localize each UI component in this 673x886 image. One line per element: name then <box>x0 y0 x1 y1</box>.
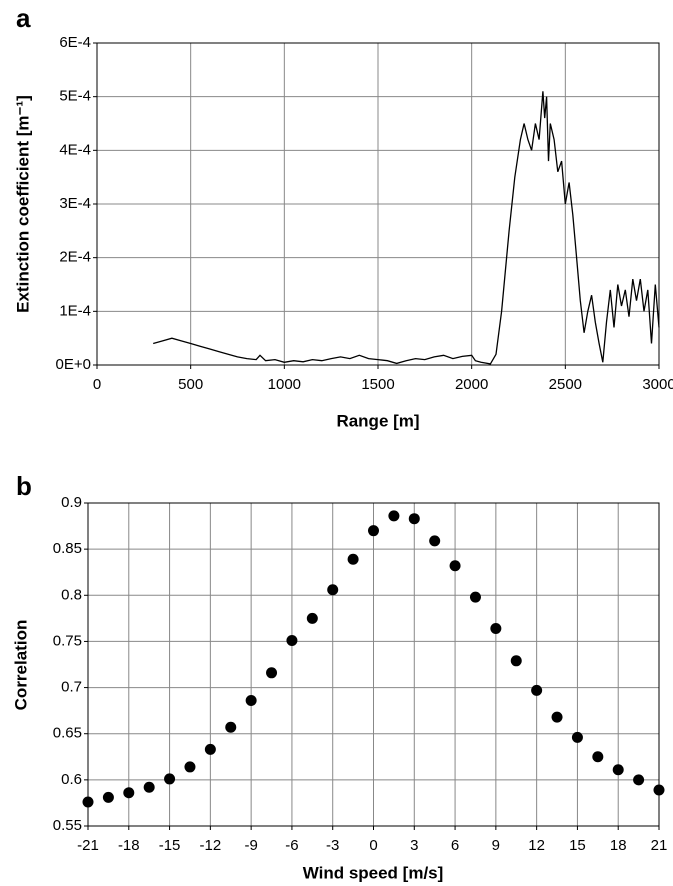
x-tick-label: 21 <box>651 837 668 854</box>
data-point <box>102 791 114 803</box>
x-tick-label: -12 <box>200 837 222 854</box>
y-tick-label: 6E-4 <box>59 34 91 51</box>
data-point <box>306 612 318 624</box>
data-point <box>551 711 563 723</box>
data-point <box>204 743 216 755</box>
data-point <box>347 553 359 565</box>
x-tick-label: -18 <box>118 837 140 854</box>
y-tick-label: 0.55 <box>53 817 82 834</box>
x-tick-label: 2500 <box>549 376 582 393</box>
y-tick-label: 1E-4 <box>59 302 91 319</box>
data-point <box>408 513 420 525</box>
x-tick-label: 1000 <box>268 376 301 393</box>
x-tick-label: 2000 <box>455 376 488 393</box>
plot-frame <box>87 502 660 827</box>
x-tick-label: -21 <box>77 837 99 854</box>
x-axis-label: Range [m] <box>336 411 419 430</box>
y-tick-label: 0.65 <box>53 725 82 742</box>
x-tick-label: -3 <box>326 837 339 854</box>
x-tick-label: 3 <box>410 837 418 854</box>
x-tick-label: 0 <box>93 376 101 393</box>
x-axis-label: Wind speed [m/s] <box>303 863 444 882</box>
data-point <box>225 721 237 733</box>
x-tick-label: 9 <box>492 837 500 854</box>
x-tick-label: 500 <box>178 376 203 393</box>
data-point <box>531 684 543 696</box>
data-point <box>633 774 645 786</box>
y-tick-label: 4E-4 <box>59 141 91 158</box>
data-point <box>123 787 135 799</box>
y-tick-label: 0.85 <box>53 540 82 557</box>
data-point <box>469 591 481 603</box>
x-tick-label: -9 <box>244 837 257 854</box>
plot-frame <box>96 42 660 366</box>
data-point <box>592 751 604 763</box>
data-point <box>143 781 155 793</box>
y-tick-label: 3E-4 <box>59 195 91 212</box>
y-tick-label: 0E+0 <box>56 356 91 373</box>
y-tick-label: 0.7 <box>61 679 82 696</box>
panel-label: a <box>16 3 31 33</box>
y-tick-label: 0.8 <box>61 586 82 603</box>
panel-label: b <box>16 471 32 501</box>
y-tick-label: 2E-4 <box>59 249 91 266</box>
data-point <box>388 510 400 522</box>
data-line <box>153 91 660 365</box>
y-axis-label: Extinction coefficient [m⁻¹] <box>13 95 32 313</box>
x-tick-label: -15 <box>159 837 181 854</box>
data-point <box>164 773 176 785</box>
data-point <box>571 731 583 743</box>
data-point <box>266 667 278 679</box>
data-point <box>245 694 257 706</box>
x-tick-label: 3000 <box>642 376 673 393</box>
data-point <box>82 796 94 808</box>
data-point <box>490 623 502 635</box>
data-point <box>653 784 665 796</box>
data-point <box>429 535 441 547</box>
y-tick-label: 0.75 <box>53 632 82 649</box>
x-tick-label: 1500 <box>361 376 394 393</box>
y-tick-label: 0.9 <box>61 494 82 511</box>
x-tick-label: 0 <box>369 837 377 854</box>
data-point <box>449 560 461 572</box>
data-point <box>612 764 624 776</box>
data-point <box>368 525 379 537</box>
x-tick-label: 12 <box>528 837 545 854</box>
y-axis-label: Correlation <box>11 620 30 711</box>
x-tick-label: 6 <box>451 837 459 854</box>
data-point <box>327 584 339 596</box>
y-tick-label: 0.6 <box>61 771 82 788</box>
data-point <box>510 655 522 667</box>
data-point <box>286 635 298 647</box>
x-tick-label: 15 <box>569 837 586 854</box>
x-tick-label: -6 <box>285 837 298 854</box>
data-point <box>184 761 196 773</box>
y-tick-label: 5E-4 <box>59 88 91 105</box>
x-tick-label: 18 <box>610 837 627 854</box>
